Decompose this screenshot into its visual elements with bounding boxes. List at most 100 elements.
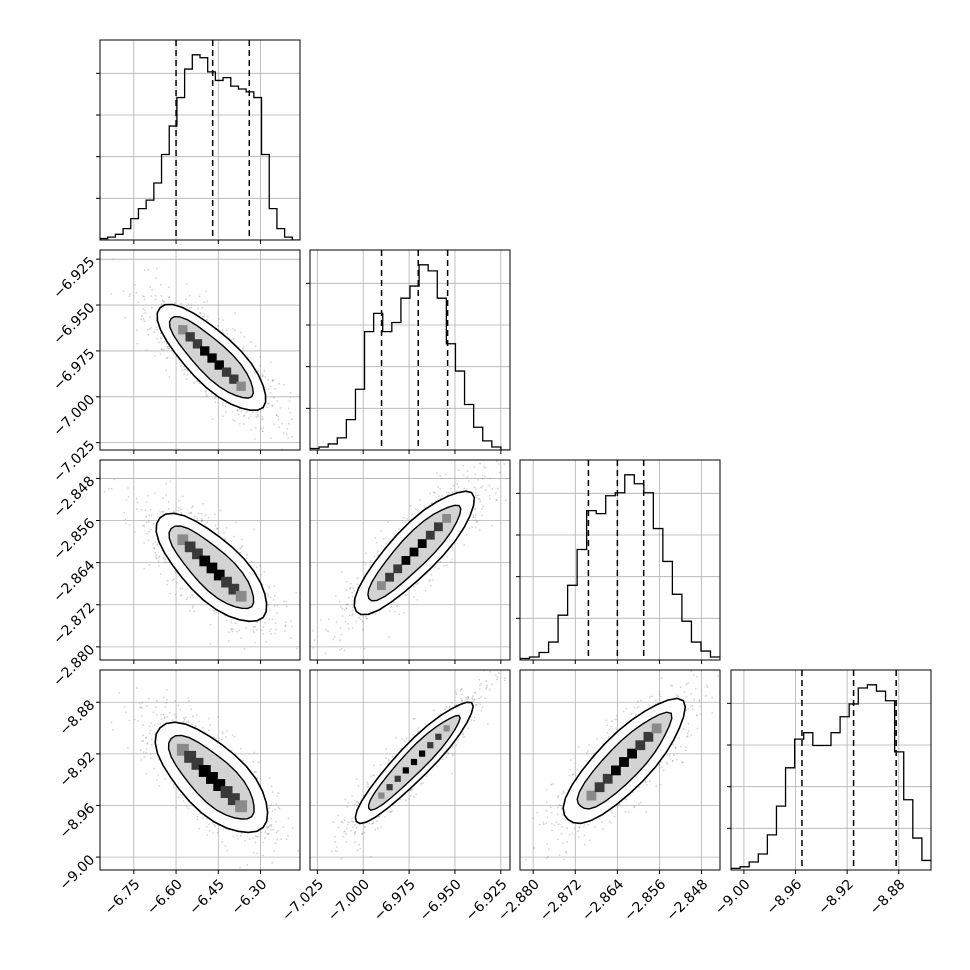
sample-point (466, 470, 469, 473)
sample-point (483, 466, 485, 468)
sample-point (192, 605, 195, 607)
sample-point (345, 833, 347, 835)
sample-point (162, 713, 165, 716)
sample-point (344, 798, 347, 801)
sample-point (285, 605, 288, 608)
sample-point (388, 635, 391, 638)
sample-point (164, 706, 167, 708)
sample-point (372, 774, 374, 776)
sample-point (478, 529, 481, 531)
sample-point (110, 487, 113, 490)
sample-point (351, 614, 353, 617)
sample-point (476, 520, 479, 523)
sample-point (128, 295, 131, 298)
sample-point (254, 345, 257, 348)
sample-point (542, 823, 545, 826)
sample-point (156, 714, 159, 716)
sample-point (256, 411, 259, 413)
sample-point (233, 420, 236, 422)
sample-point (145, 521, 148, 524)
sample-point (268, 807, 271, 810)
sample-point (560, 804, 563, 807)
sample-point (214, 397, 216, 400)
sample-point (475, 521, 478, 524)
sample-point (147, 268, 150, 271)
sample-point (439, 475, 441, 477)
panel-plot-area (520, 460, 720, 660)
sample-point (334, 840, 337, 843)
sample-point (341, 821, 344, 824)
sample-point (645, 811, 648, 813)
sample-point (246, 554, 248, 556)
sample-point (352, 820, 355, 823)
sample-point (327, 630, 329, 632)
sample-point (484, 665, 486, 667)
density-block (236, 381, 246, 391)
sample-point (172, 352, 175, 355)
sample-point (436, 765, 438, 768)
sample-point (372, 822, 374, 825)
sample-point (369, 855, 372, 858)
sample-point (141, 295, 144, 297)
sample-point (140, 706, 142, 708)
sample-point (274, 628, 277, 631)
sample-point (349, 586, 352, 589)
sample-point (240, 747, 242, 750)
sample-point (443, 564, 446, 567)
sample-point (226, 849, 229, 852)
sample-point (188, 307, 191, 309)
sample-point (461, 699, 464, 702)
sample-point (404, 521, 406, 524)
sample-point (160, 348, 163, 351)
sample-point (223, 531, 225, 534)
sample-point (274, 842, 277, 845)
sample-point (345, 827, 348, 830)
sample-point (345, 604, 348, 606)
sample-point (156, 779, 158, 781)
sample-point (488, 667, 490, 669)
sample-point (461, 693, 463, 696)
sample-point (344, 620, 347, 623)
sample-point (191, 505, 194, 508)
sample-point (352, 613, 354, 615)
sample-point (416, 583, 418, 585)
sample-point (346, 603, 349, 606)
contour-line-outer (354, 701, 475, 825)
sample-point (361, 832, 364, 835)
sample-point (291, 454, 293, 456)
sample-point (332, 821, 335, 824)
sample-point (352, 587, 355, 590)
sample-point (146, 532, 149, 535)
sample-point (341, 607, 344, 610)
sample-point (441, 758, 444, 761)
panel-frame (99, 39, 301, 241)
sample-point (196, 517, 199, 520)
sample-point (420, 782, 422, 785)
sample-point (460, 688, 463, 691)
sample-point (387, 521, 389, 523)
sample-point (283, 600, 285, 603)
sample-point (242, 759, 245, 762)
sample-point (165, 494, 168, 496)
sample-point (269, 609, 271, 612)
sample-point (168, 296, 171, 299)
sample-point (189, 609, 192, 612)
sample-point (129, 293, 132, 296)
sample-point (658, 693, 661, 696)
sample-point (228, 631, 230, 634)
sample-point (462, 464, 465, 467)
sample-point (145, 748, 148, 750)
density-block (206, 772, 218, 784)
sample-point (496, 499, 498, 501)
sample-point (498, 471, 501, 474)
x-tick-label: −6.975 (371, 876, 419, 924)
sample-point (256, 852, 258, 855)
sample-point (160, 303, 163, 306)
sample-point (246, 864, 249, 866)
sample-point (230, 621, 233, 624)
sample-point (162, 696, 165, 699)
sample-point (222, 415, 224, 418)
y-tick-label: −2.856 (50, 515, 98, 563)
sample-point (154, 706, 157, 709)
sample-point (267, 825, 270, 828)
